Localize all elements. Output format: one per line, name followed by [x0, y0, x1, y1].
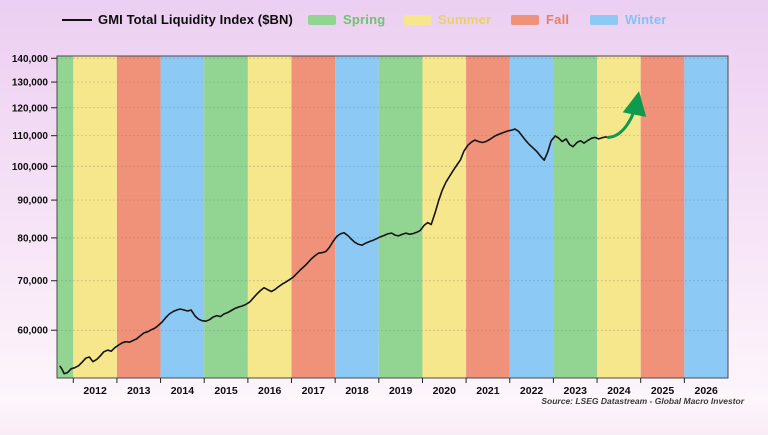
x-tick-label: 2024 [607, 385, 631, 397]
fall-swatch [511, 14, 539, 25]
spring-label: Spring [343, 12, 386, 27]
y-tick-label: 80,000 [17, 233, 48, 244]
y-tick-label: 60,000 [17, 326, 48, 337]
winter-label: Winter [625, 12, 667, 27]
season-band-2015 [204, 56, 248, 378]
source-note: Source: LSEG Datastream - Global Macro I… [541, 396, 744, 406]
y-tick-label: 100,000 [12, 162, 49, 173]
x-tick-label: 2023 [564, 385, 588, 397]
season-band-2012 [73, 56, 117, 378]
legend-series-item: GMI Total Liquidity Index ($BN) [62, 12, 293, 27]
legend-season-fall: Fall [511, 12, 569, 27]
x-tick-label: 2021 [476, 385, 500, 397]
fall-label: Fall [546, 12, 570, 27]
season-band-2013 [116, 56, 161, 378]
x-tick-label: 2019 [389, 385, 413, 397]
season-band-2011 [57, 56, 74, 378]
season-band-2025 [640, 56, 685, 378]
x-tick-label: 2015 [214, 385, 238, 397]
x-tick-label: 2013 [127, 385, 151, 397]
season-band-2026 [684, 56, 728, 378]
x-tick-label: 2017 [302, 385, 326, 397]
plot-border [56, 55, 729, 379]
season-band-2021 [466, 56, 510, 378]
y-tick-label: 130,000 [12, 78, 49, 89]
summer-swatch [403, 14, 431, 25]
season-band-2018 [335, 56, 379, 378]
y-tick-label: 110,000 [12, 131, 48, 142]
y-tick-label: 70,000 [17, 276, 48, 287]
x-tick-label: 2016 [258, 385, 282, 397]
x-tick-label: 2022 [520, 385, 544, 397]
legend-season-summer: Summer [403, 12, 491, 27]
x-tick-label: 2026 [694, 385, 718, 397]
y-tick-label: 120,000 [12, 103, 49, 114]
x-tick-label: 2014 [171, 385, 195, 397]
season-band-2024 [597, 56, 641, 378]
summer-label: Summer [438, 12, 492, 27]
series-line [59, 128, 610, 375]
season-band-2019 [378, 56, 423, 378]
series-line-swatch [62, 18, 92, 21]
season-band-2023 [553, 56, 598, 378]
chart-title: GMI Total Liquidity Index ($BN) [98, 12, 293, 27]
winter-swatch [590, 14, 618, 25]
spring-swatch [308, 14, 336, 25]
projection-arrow [606, 91, 647, 139]
season-band-2020 [422, 56, 467, 378]
legend-season-winter: Winter [590, 12, 667, 27]
season-band-2022 [509, 56, 554, 378]
x-tick-label: 2018 [345, 385, 369, 397]
chart-legend: GMI Total Liquidity Index ($BN) Spring S… [0, 0, 768, 34]
season-band-2014 [160, 56, 205, 378]
y-tick-label: 140,000 [12, 54, 49, 65]
legend-season-spring: Spring [308, 12, 385, 27]
x-tick-label: 2020 [433, 385, 457, 397]
season-band-2017 [291, 56, 336, 378]
x-tick-label: 2012 [83, 385, 107, 397]
y-tick-label: 90,000 [17, 196, 48, 207]
x-tick-label: 2025 [651, 385, 675, 397]
season-band-2016 [247, 56, 292, 378]
